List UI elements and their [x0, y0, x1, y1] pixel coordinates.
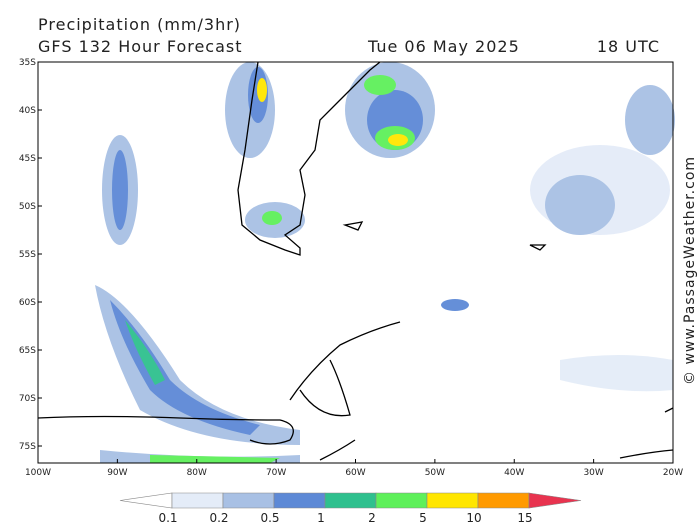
lon-label: 70W — [266, 468, 286, 478]
legend-label: 15 — [517, 511, 532, 525]
legend-swatch — [171, 492, 224, 509]
lon-label: 90W — [107, 468, 127, 478]
lon-label: 20W — [663, 468, 683, 478]
date: Tue 06 May 2025 — [367, 37, 520, 56]
lat-label: 45S — [19, 154, 36, 164]
legend-label: 5 — [419, 511, 427, 525]
legend-label: 0.5 — [260, 511, 279, 525]
lat-label: 40S — [19, 106, 36, 116]
legend-swatch — [477, 492, 530, 509]
legend-label: 10 — [466, 511, 481, 525]
lat-label: 60S — [19, 298, 36, 308]
lon-label: 40W — [504, 468, 524, 478]
time: 18 UTC — [597, 37, 660, 56]
title: Precipitation (mm/3hr) — [38, 15, 241, 34]
legend-swatch — [273, 492, 326, 509]
legend-label: 1 — [317, 511, 325, 525]
lon-label: 50W — [425, 468, 445, 478]
lat-label: 75S — [19, 442, 36, 452]
map — [37, 61, 675, 464]
legend-swatch — [426, 492, 479, 509]
legend: 0.1 0.2 0.5 1 2 5 10 15 — [119, 492, 582, 525]
lon-label: 80W — [187, 468, 207, 478]
legend-label: 0.1 — [158, 511, 177, 525]
lat-label: 35S — [19, 58, 36, 68]
legend-swatch — [528, 492, 582, 509]
lat-label: 50S — [19, 202, 36, 212]
subtitle: GFS 132 Hour Forecast — [38, 37, 243, 56]
lat-label: 70S — [19, 394, 36, 404]
lon-label: 30W — [583, 468, 603, 478]
legend-label: 2 — [368, 511, 376, 525]
legend-swatch — [324, 492, 377, 509]
axes: 35S 40S 45S 50S 55S 60S 65S 70S 75S 100W 90W 80W 70W… — [19, 58, 683, 478]
lat-label: 55S — [19, 250, 36, 260]
legend-swatch — [119, 492, 173, 509]
lon-label: 60W — [345, 468, 365, 478]
legend-swatch — [375, 492, 428, 509]
lon-label: 100W — [25, 468, 51, 478]
legend-label: 0.2 — [209, 511, 228, 525]
credit: © www.PassageWeather.com — [682, 156, 698, 385]
lat-label: 65S — [19, 346, 36, 356]
legend-swatch — [222, 492, 275, 509]
